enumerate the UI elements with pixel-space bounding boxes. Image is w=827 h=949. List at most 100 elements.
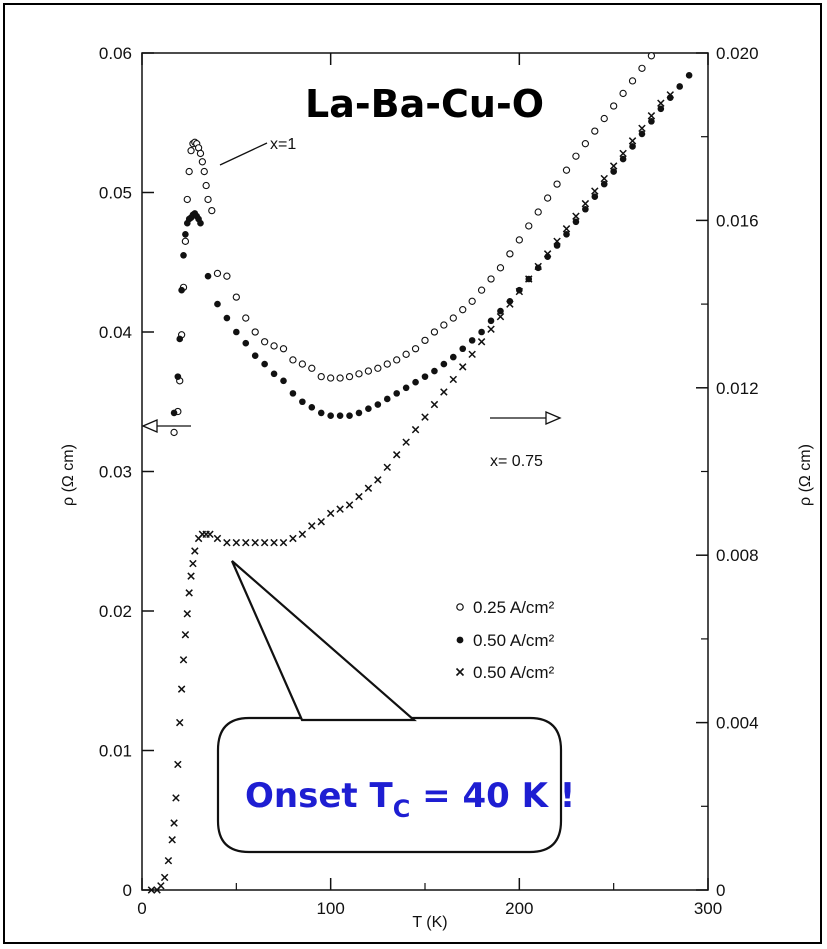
legend-label-cross: 0.50 A/cm² xyxy=(473,663,555,682)
point-open-58 xyxy=(581,140,590,148)
left-axis-arrow xyxy=(141,419,191,433)
point-open-55 xyxy=(553,180,561,188)
point-open-35 xyxy=(364,367,373,375)
point-filled-45 xyxy=(497,307,504,315)
point-cross-13 xyxy=(183,610,192,618)
point-open-19 xyxy=(213,269,222,278)
y-left-tick-label-6: 0.06 xyxy=(99,44,132,63)
point-cross-60 xyxy=(572,212,580,220)
point-filled-19 xyxy=(251,352,259,360)
point-cross-35 xyxy=(336,505,344,513)
point-filled-65 xyxy=(685,72,693,79)
point-cross-58 xyxy=(553,237,561,246)
point-open-57 xyxy=(572,152,580,160)
y-right-tick-label-3: 0.012 xyxy=(716,379,759,398)
point-filled-23 xyxy=(289,390,297,397)
plot-area-border xyxy=(141,52,709,891)
point-cross-36 xyxy=(345,501,354,509)
point-filled-1 xyxy=(174,373,182,380)
point-cross-69 xyxy=(657,99,665,107)
point-cross-0 xyxy=(147,886,156,894)
point-open-15 xyxy=(200,167,208,176)
point-cross-63 xyxy=(600,174,608,183)
point-open-7 xyxy=(185,167,193,176)
point-open-13 xyxy=(196,149,205,158)
point-open-51 xyxy=(515,236,523,244)
point-filled-43 xyxy=(478,328,485,336)
point-cross-65 xyxy=(619,149,627,158)
point-cross-41 xyxy=(392,451,401,459)
point-open-54 xyxy=(543,194,552,202)
point-filled-42 xyxy=(468,337,476,344)
point-cross-26 xyxy=(251,538,259,547)
point-filled-21 xyxy=(270,370,278,378)
x-axis-ticks: 0 100 200 300 xyxy=(137,53,722,918)
chart-title: La-Ba-Cu-O xyxy=(305,82,544,126)
point-filled-26 xyxy=(317,409,325,417)
point-cross-27 xyxy=(260,538,269,547)
point-cross-45 xyxy=(430,400,439,409)
point-open-60 xyxy=(600,114,608,123)
point-open-24 xyxy=(260,338,269,346)
y-right-tick-label-5: 0.020 xyxy=(716,44,759,63)
point-filled-38 xyxy=(431,367,438,375)
point-open-33 xyxy=(345,372,354,381)
point-open-45 xyxy=(459,306,467,314)
point-filled-62 xyxy=(657,105,665,113)
callout-bubble xyxy=(216,716,563,854)
point-open-62 xyxy=(619,89,627,98)
point-open-0 xyxy=(170,428,178,437)
point-open-8 xyxy=(187,146,195,155)
point-filled-54 xyxy=(582,205,589,213)
y-left-tick-label-4: 0.04 xyxy=(99,323,132,342)
point-cross-7 xyxy=(172,794,180,802)
point-filled-33 xyxy=(383,395,391,403)
point-cross-32 xyxy=(308,522,316,530)
point-filled-34 xyxy=(393,390,401,397)
point-open-41 xyxy=(421,336,429,345)
x-tick-label-3: 300 xyxy=(694,899,722,918)
legend-filled-circle-marker xyxy=(456,636,464,644)
point-filled-0 xyxy=(170,409,178,417)
point-open-37 xyxy=(383,360,391,368)
point-cross-59 xyxy=(562,225,571,233)
point-filled-44 xyxy=(487,317,495,325)
point-open-59 xyxy=(591,127,599,135)
point-filled-49 xyxy=(534,264,542,272)
point-cross-8 xyxy=(174,760,182,769)
point-filled-40 xyxy=(450,353,457,361)
point-cross-55 xyxy=(525,275,533,283)
point-filled-3 xyxy=(178,286,185,294)
point-cross-66 xyxy=(628,137,637,145)
y-right-tick-label-2: 0.008 xyxy=(716,546,759,565)
point-cross-10 xyxy=(177,685,186,693)
x-tick-label-0: 0 xyxy=(137,899,146,918)
y-left-tick-label-3: 0.03 xyxy=(99,463,132,482)
point-filled-29 xyxy=(346,412,353,420)
point-open-42 xyxy=(430,328,439,336)
x1-annotation: x=1 xyxy=(270,136,296,153)
point-cross-67 xyxy=(638,124,646,133)
series-open-circles xyxy=(170,52,656,437)
point-open-25 xyxy=(270,342,278,350)
point-open-63 xyxy=(628,77,637,85)
point-cross-62 xyxy=(591,187,599,195)
point-open-47 xyxy=(477,286,486,294)
point-open-5 xyxy=(181,237,190,245)
point-cross-50 xyxy=(477,338,486,346)
callout-tail: = 40 K ! xyxy=(410,776,575,816)
legend-open-circle-marker xyxy=(456,603,464,611)
point-cross-39 xyxy=(374,476,382,484)
point-cross-48 xyxy=(459,363,467,371)
point-open-48 xyxy=(487,275,495,283)
point-filled-18 xyxy=(242,339,250,347)
legend-cross-marker xyxy=(455,667,465,677)
point-cross-49 xyxy=(468,350,476,359)
point-open-50 xyxy=(506,250,514,258)
point-cross-46 xyxy=(440,388,448,396)
point-cross-37 xyxy=(355,492,363,501)
callout-pointer xyxy=(230,560,417,722)
point-cross-68 xyxy=(647,112,656,120)
point-filled-31 xyxy=(365,405,372,413)
y-left-axis-ticks: 0 0.01 0.02 0.03 0.04 0.05 0.06 xyxy=(99,44,154,900)
